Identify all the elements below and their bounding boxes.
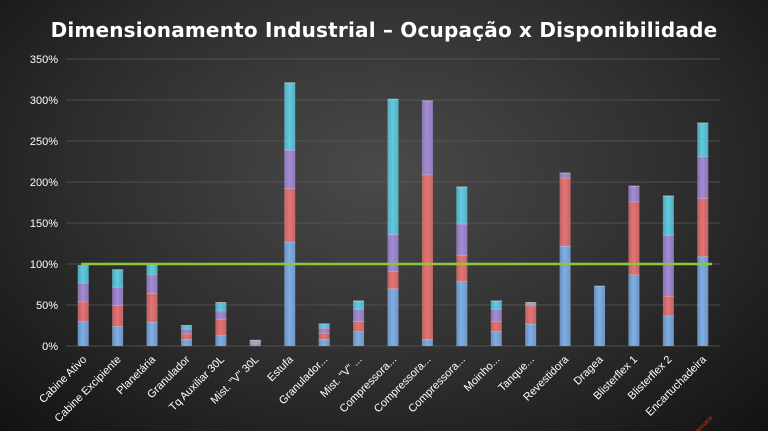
bar-segment bbox=[490, 331, 502, 346]
bar-segment bbox=[318, 327, 330, 333]
bar-segment bbox=[77, 282, 89, 302]
bar-segment bbox=[180, 339, 192, 346]
bar-segment bbox=[318, 339, 330, 346]
bar-segment bbox=[249, 341, 261, 344]
y-tick-label: 50% bbox=[36, 300, 58, 312]
bar-segment bbox=[421, 339, 433, 346]
bar-segment bbox=[525, 323, 537, 346]
bar-segment bbox=[387, 234, 399, 272]
bar-segment bbox=[697, 256, 709, 346]
annotations: Ø 1 semana bbox=[687, 415, 715, 431]
bar-segment bbox=[77, 265, 89, 283]
bar-segment bbox=[318, 323, 330, 328]
bar-segment bbox=[112, 305, 124, 327]
bar-segment bbox=[215, 310, 227, 319]
bar-segment bbox=[387, 288, 399, 346]
bar-segment bbox=[662, 295, 674, 316]
chart-title: Dimensionamento Industrial – Ocupação x … bbox=[50, 18, 718, 42]
bar-segment bbox=[697, 122, 709, 157]
bar-segment bbox=[146, 293, 158, 323]
bar-segment bbox=[387, 271, 399, 289]
bar-segment bbox=[215, 318, 227, 336]
bar-segment bbox=[284, 150, 296, 189]
bar-segment bbox=[215, 302, 227, 311]
bar-segment bbox=[146, 274, 158, 294]
y-tick-label: 350% bbox=[30, 54, 58, 66]
bar-segment bbox=[559, 172, 571, 178]
bar-segment bbox=[697, 156, 709, 199]
bar-segment bbox=[146, 322, 158, 346]
bar-segment bbox=[456, 281, 468, 346]
bar-segment bbox=[628, 186, 640, 202]
bar-segment bbox=[456, 186, 468, 224]
bar-segment bbox=[180, 333, 192, 340]
x-tick-label: Estufa bbox=[265, 353, 296, 384]
bar-segment bbox=[249, 343, 261, 346]
bar-segment bbox=[662, 315, 674, 346]
bar-segment bbox=[387, 99, 399, 235]
bar-segment bbox=[284, 188, 296, 242]
x-tick-label: Dragea bbox=[572, 353, 607, 388]
bar-segment bbox=[421, 100, 433, 175]
bar-segment bbox=[112, 269, 124, 287]
bar-segment bbox=[353, 321, 365, 332]
y-tick-label: 0% bbox=[42, 341, 58, 353]
bar-segment bbox=[77, 301, 89, 322]
y-axis: 0% 50% 100% 150% 200% 250% 300% 350% bbox=[30, 54, 58, 353]
bar-segment bbox=[353, 300, 365, 310]
bar-segment bbox=[77, 321, 89, 346]
x-tick-label: Moinho... bbox=[462, 354, 502, 394]
y-tick-label: 250% bbox=[30, 136, 58, 148]
bar-segment bbox=[249, 340, 261, 342]
bar-segment bbox=[525, 302, 537, 305]
x-tick-label: Encartuchadeira bbox=[644, 353, 710, 419]
bar-segment bbox=[490, 309, 502, 322]
y-tick-label: 150% bbox=[30, 218, 58, 230]
bar-segment bbox=[490, 321, 502, 332]
bar-segment bbox=[318, 332, 330, 340]
annotation-note: Ø 1 semana bbox=[687, 415, 715, 431]
bar-segment bbox=[284, 82, 296, 151]
bar-segment bbox=[215, 335, 227, 346]
bar-segment bbox=[353, 331, 365, 346]
bar-segment bbox=[559, 177, 571, 246]
y-tick-label: 100% bbox=[30, 259, 58, 271]
bar-segment bbox=[525, 304, 537, 306]
bar-segment bbox=[284, 241, 296, 346]
bar-segment bbox=[628, 274, 640, 346]
bar-segment bbox=[559, 245, 571, 346]
bar-segment bbox=[180, 325, 192, 329]
bar-segment bbox=[490, 300, 502, 310]
bar-segment bbox=[662, 195, 674, 236]
bar-segment bbox=[594, 286, 606, 346]
x-tick-label: Cabine Excipiente bbox=[53, 354, 124, 425]
bar-segment bbox=[146, 264, 158, 275]
bar-segment bbox=[112, 326, 124, 346]
bar-segment bbox=[628, 201, 640, 275]
bar-segment bbox=[662, 235, 674, 296]
bar-segment bbox=[525, 305, 537, 324]
bar-segment bbox=[456, 223, 468, 255]
bar-segment bbox=[112, 286, 124, 305]
bar-segment bbox=[353, 309, 365, 322]
bar-segment bbox=[456, 254, 468, 282]
bar-segment bbox=[697, 198, 709, 257]
bar-segment bbox=[249, 341, 261, 342]
y-tick-label: 200% bbox=[30, 177, 58, 189]
bar-segment bbox=[180, 328, 192, 334]
y-tick-label: 300% bbox=[30, 95, 58, 107]
bars bbox=[77, 82, 709, 346]
bar-segment bbox=[421, 174, 433, 340]
